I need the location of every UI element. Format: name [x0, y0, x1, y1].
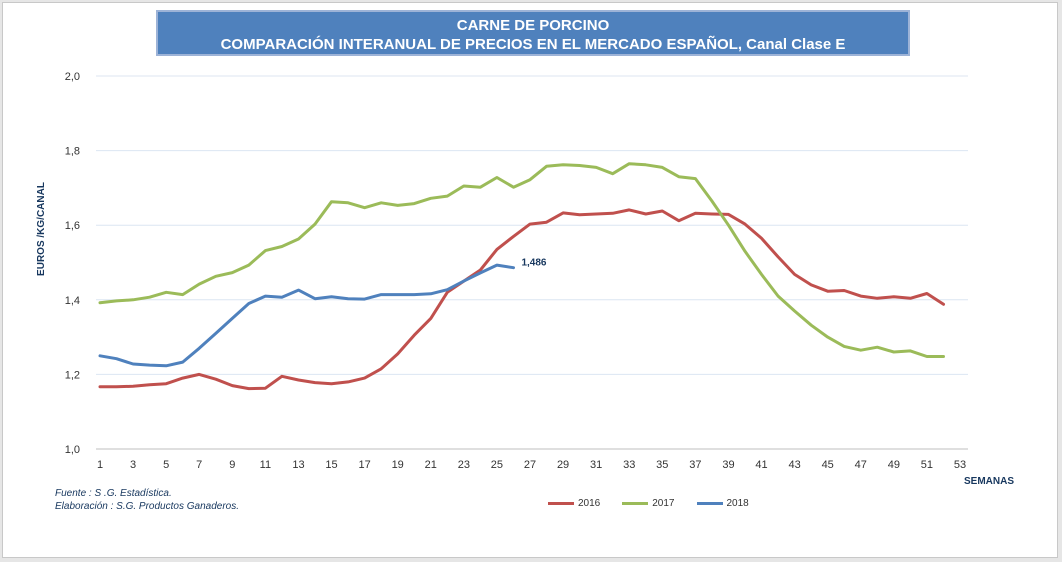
x-tick-label: 31 — [590, 459, 602, 471]
x-tick-label: 19 — [392, 459, 404, 471]
x-tick-label: 35 — [656, 459, 668, 471]
x-tick-label: 33 — [623, 459, 635, 471]
elaboration-note: Elaboración : S.G. Productos Ganaderos. — [55, 501, 239, 512]
y-axis-label: EUROS /KG/CANAL — [36, 182, 47, 276]
legend-item-2017: 2017 — [622, 498, 675, 509]
x-tick-label: 7 — [196, 459, 202, 471]
x-tick-label: 47 — [855, 459, 867, 471]
y-tick-label: 1,4 — [65, 295, 80, 307]
x-tick-label: 5 — [163, 459, 169, 471]
x-tick-label: 41 — [755, 459, 767, 471]
x-tick-label: 1 — [97, 459, 103, 471]
x-tick-label: 49 — [888, 459, 900, 471]
chart-title-box: CARNE DE PORCINO COMPARACIÓN INTERANUAL … — [156, 10, 910, 56]
series-line-2016 — [98, 208, 945, 391]
x-tick-label: 25 — [491, 459, 503, 471]
x-axis-ticks: 1 3 5 7 9 11 13 15 17 19 21 23 25 27 29 31 33 35 37 39 41 43 4… — [97, 459, 966, 471]
chart-title: CARNE DE PORCINO — [456, 17, 610, 34]
legend-label: 2017 — [652, 498, 675, 509]
x-tick-label: 29 — [557, 459, 569, 471]
legend-label: 2018 — [726, 498, 749, 509]
x-tick-label: 23 — [458, 459, 470, 471]
gridlines — [96, 75, 968, 450]
data-labels: 1,486 — [521, 258, 546, 269]
legend-swatch — [548, 502, 574, 505]
x-tick-label: 45 — [822, 459, 834, 471]
series-line-2018 — [98, 263, 515, 368]
chart-subtitle: COMPARACIÓN INTERANUAL DE PRECIOS EN EL … — [220, 36, 846, 53]
legend-label: 2016 — [578, 498, 601, 509]
x-tick-label: 39 — [722, 459, 734, 471]
y-tick-label: 2,0 — [65, 71, 80, 83]
x-tick-label: 17 — [358, 459, 370, 471]
x-tick-label: 51 — [921, 459, 933, 471]
series-lines — [98, 162, 945, 391]
legend-swatch — [696, 502, 723, 505]
series-line-2017 — [98, 162, 945, 358]
y-tick-label: 1,0 — [65, 444, 80, 456]
x-tick-label: 21 — [425, 459, 437, 471]
y-tick-label: 1,2 — [65, 369, 80, 381]
x-tick-label: 43 — [788, 459, 800, 471]
y-tick-label: 1,8 — [65, 146, 80, 158]
x-tick-label: 9 — [229, 459, 235, 471]
x-tick-label: 15 — [325, 459, 337, 471]
data-label-2018: 1,486 — [521, 258, 546, 269]
source-note: Fuente : S .G. Estadística. — [55, 488, 172, 499]
legend-swatch — [622, 502, 649, 505]
legend-item-2018: 2018 — [696, 498, 749, 509]
legend: 2016 2017 2018 — [548, 498, 749, 509]
x-axis-label: SEMANAS — [964, 476, 1014, 487]
x-tick-label: 3 — [130, 459, 136, 471]
y-axis-ticks: 1,0 1,2 1,4 1,6 1,8 2,0 — [65, 71, 80, 456]
x-tick-label: 13 — [292, 459, 304, 471]
x-tick-label: 27 — [524, 459, 536, 471]
x-tick-label: 37 — [689, 459, 701, 471]
x-tick-label: 53 — [954, 459, 966, 471]
y-tick-label: 1,6 — [65, 220, 80, 232]
legend-item-2016: 2016 — [548, 498, 600, 509]
footer-notes: Fuente : S .G. Estadística. Elaboración … — [55, 487, 239, 513]
x-tick-label: 11 — [260, 459, 271, 471]
